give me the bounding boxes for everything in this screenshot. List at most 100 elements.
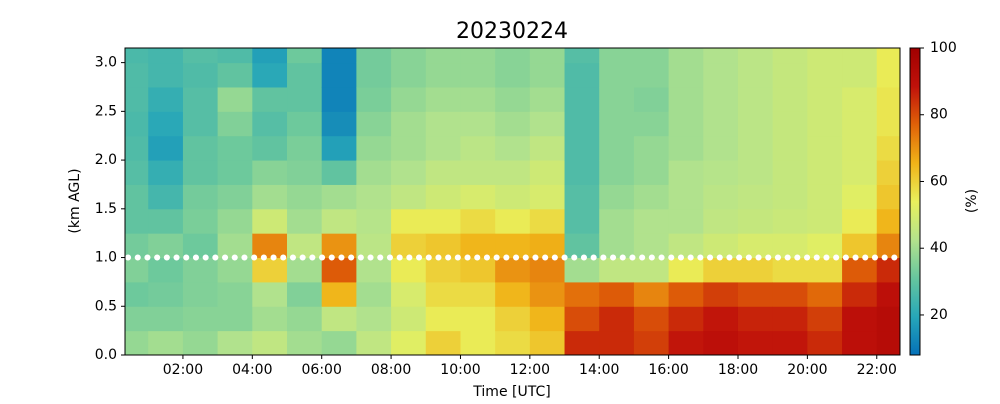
heat-cell (217, 160, 253, 185)
heat-cell (182, 208, 219, 234)
heat-cell (737, 160, 774, 185)
heat-cell (125, 233, 149, 259)
heat-cell (460, 62, 496, 88)
heat-cell (842, 62, 878, 88)
y-tick-label: 1.0 (95, 250, 117, 266)
heat-cell (321, 111, 357, 137)
x-tick-label: 18:00 (718, 362, 758, 378)
heat-cell (125, 48, 149, 64)
heat-cell (391, 330, 427, 355)
heat-cell (495, 281, 531, 307)
heat-cell (460, 48, 496, 64)
heat-cell (564, 48, 600, 64)
heat-cell (287, 306, 323, 332)
heat-cell (599, 281, 635, 307)
heat-cell (529, 48, 566, 64)
heat-cell (356, 160, 392, 185)
heat-cell (391, 233, 427, 259)
heat-cell (737, 111, 774, 137)
heat-cell (495, 233, 531, 259)
heat-cell (668, 62, 704, 88)
heat-cell (321, 48, 357, 64)
heat-cell (356, 62, 392, 88)
heat-cell (703, 111, 739, 137)
heat-cell (807, 48, 843, 64)
heat-cell (668, 306, 704, 332)
heat-cell (668, 233, 704, 259)
heat-cell (425, 330, 461, 355)
heat-cell (425, 86, 461, 112)
heat-cell (668, 281, 704, 307)
heat-cell (842, 184, 878, 210)
heat-cell (125, 111, 149, 137)
heat-cell (668, 111, 704, 137)
heat-cell (876, 135, 900, 161)
heat-cell (148, 281, 184, 307)
heat-cell (148, 208, 184, 234)
heat-cell (217, 62, 253, 88)
chart-title: 20230224 (456, 19, 568, 44)
heat-cell (633, 281, 670, 307)
heat-cell (460, 233, 496, 259)
heat-cell (842, 135, 878, 161)
y-tick-label: 0.5 (95, 298, 117, 314)
heat-cell (148, 233, 184, 259)
heat-cell (737, 184, 774, 210)
heat-cell (217, 330, 253, 355)
heat-cell (460, 160, 496, 185)
heat-cell (633, 135, 670, 161)
heat-cell (807, 111, 843, 137)
heat-cell (495, 330, 531, 355)
heat-cell (252, 184, 288, 210)
heat-cell (599, 111, 635, 137)
heat-cell (321, 208, 357, 234)
heat-cell (564, 135, 600, 161)
heat-cell (217, 281, 253, 307)
heat-cell (842, 160, 878, 185)
x-tick-label: 16:00 (648, 362, 688, 378)
heat-cell (125, 330, 149, 355)
x-tick-label: 06:00 (302, 362, 342, 378)
heat-cell (772, 48, 808, 64)
heatmap (125, 48, 900, 355)
heat-cell (495, 135, 531, 161)
colorbar-tick-label: 40 (930, 240, 948, 256)
heat-cell (460, 111, 496, 137)
heat-cell (633, 330, 670, 355)
heat-cell (252, 160, 288, 185)
heat-cell (182, 160, 219, 185)
heat-cell (633, 306, 670, 332)
x-tick-label: 04:00 (232, 362, 272, 378)
heat-cell (425, 48, 461, 64)
colorbar-label: (%) (964, 189, 980, 213)
heat-cell (737, 281, 774, 307)
heat-cell (807, 330, 843, 355)
heat-cell (460, 330, 496, 355)
heat-cell (668, 86, 704, 112)
heat-cell (356, 111, 392, 137)
heat-cell (529, 330, 566, 355)
heat-cell (529, 233, 566, 259)
heat-cell (182, 86, 219, 112)
heat-cell (460, 306, 496, 332)
heat-cell (703, 48, 739, 64)
heat-cell (876, 111, 900, 137)
heat-cell (807, 184, 843, 210)
heat-cell (737, 306, 774, 332)
heat-cell (807, 86, 843, 112)
heat-cell (148, 330, 184, 355)
heat-cell (182, 233, 219, 259)
heat-cell (217, 111, 253, 137)
heat-cell (391, 48, 427, 64)
heat-cell (703, 281, 739, 307)
heat-cell (391, 184, 427, 210)
heat-cell (876, 208, 900, 234)
heat-cell (125, 281, 149, 307)
heat-cell (842, 86, 878, 112)
heat-cell (425, 233, 461, 259)
y-axis-label: (km AGL) (67, 168, 83, 233)
heat-cell (564, 208, 600, 234)
heat-cell (703, 257, 739, 283)
heat-cell (703, 306, 739, 332)
